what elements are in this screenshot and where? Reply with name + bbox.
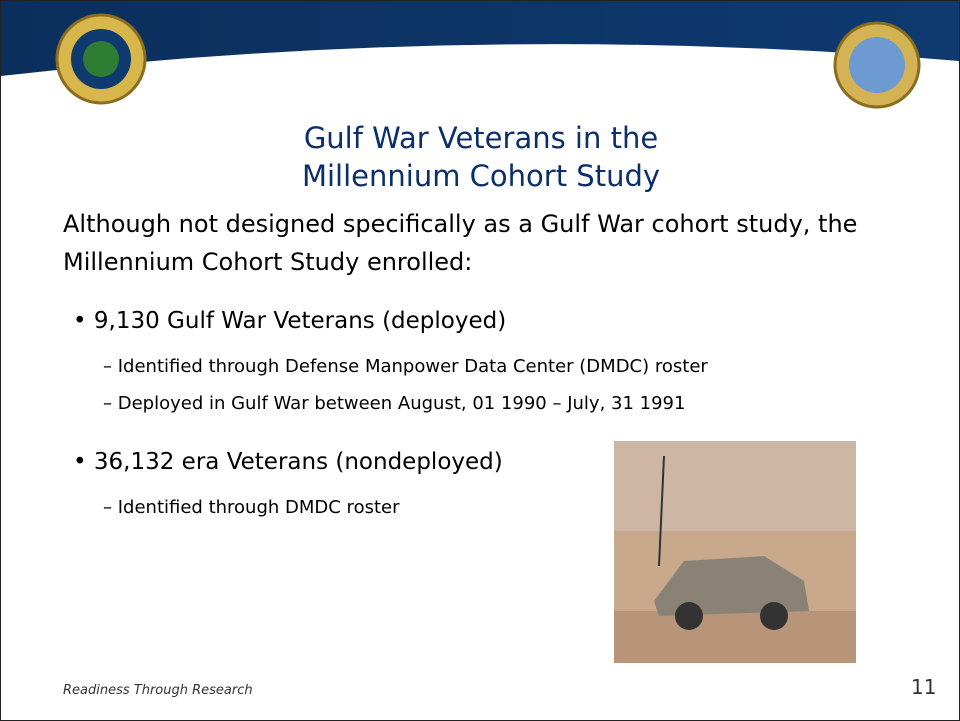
sub: – Identified through Defense Manpower Da…	[103, 356, 708, 377]
header-band	[1, 1, 959, 109]
intro: Although not designed specifically as a …	[63, 210, 858, 276]
bullet: • 36,132 era Veterans (nondeployed)	[73, 449, 503, 475]
page-number: 11	[911, 675, 937, 699]
footer-tagline: Readiness Through Research	[63, 683, 253, 698]
sub-text: Identified through Defense Manpower Data…	[117, 356, 708, 377]
bullet-text: 36,132 era Veterans (nondeployed)	[93, 449, 503, 475]
title-line: Millennium Cohort Study	[301, 159, 661, 193]
photo	[614, 441, 856, 663]
bullet-text: 9,130 Gulf War Veterans (deployed)	[93, 308, 507, 334]
sub: – Deployed in Gulf War between August, 0…	[103, 393, 686, 414]
title: Gulf War Veterans in the Millennium Coho…	[281, 119, 681, 195]
sub-text: Deployed in Gulf War between August, 01 …	[117, 393, 686, 414]
sub: – Identified through DMDC roster	[103, 497, 400, 518]
bullet: • 9,130 Gulf War Veterans (deployed)	[73, 308, 507, 334]
title-line: Gulf War Veterans in the	[303, 121, 659, 155]
sub-text: Identified through DMDC roster	[117, 497, 400, 518]
